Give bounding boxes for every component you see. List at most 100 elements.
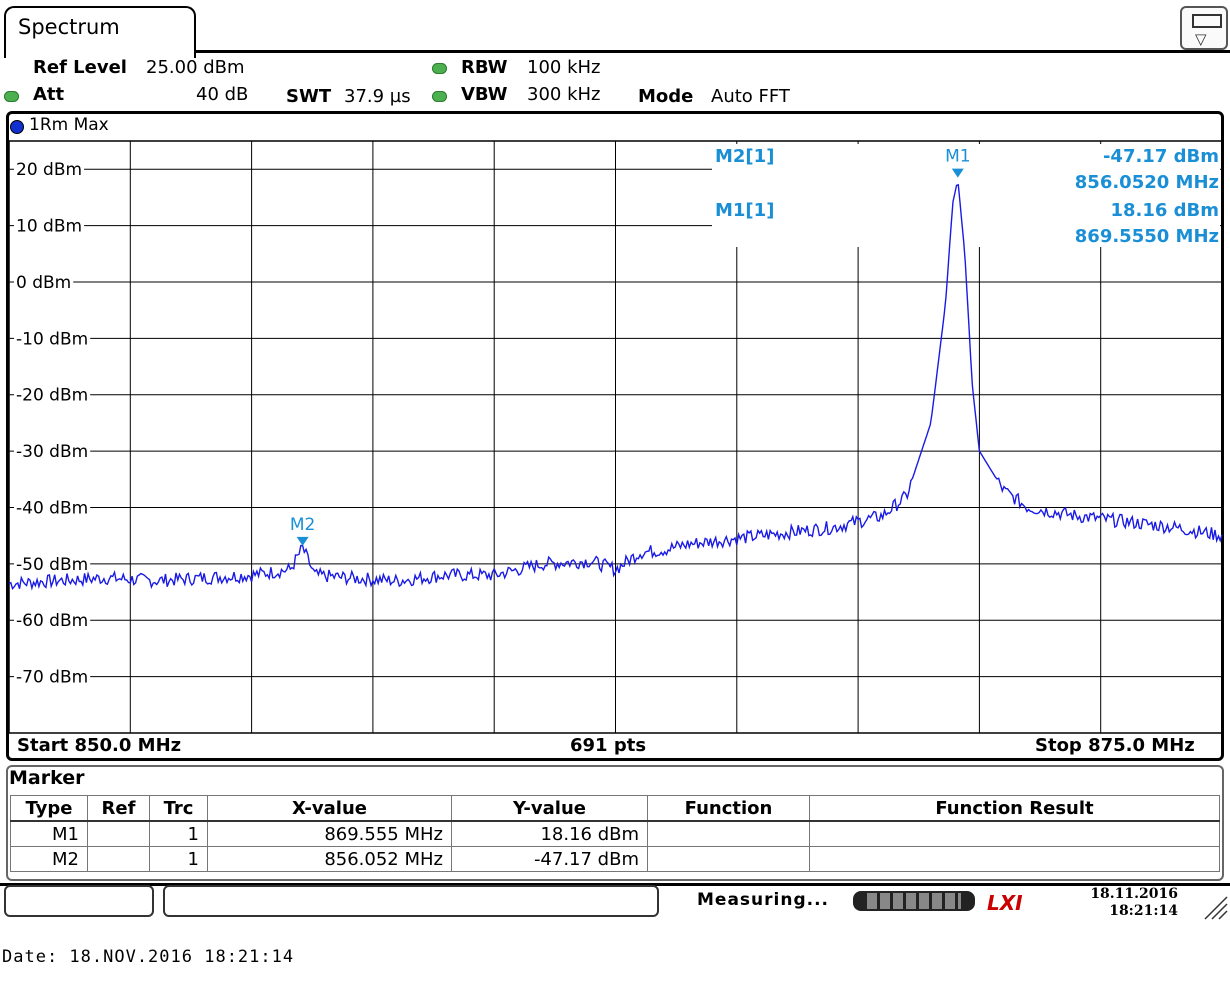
y-tick-label-background (14, 440, 91, 461)
start-frequency[interactable]: Start 850.0 MHz (17, 735, 182, 756)
marker-type: M2 (10, 846, 88, 872)
ref-level-value[interactable]: 25.00 dBm (146, 57, 245, 78)
status-field-left[interactable] (4, 885, 154, 917)
y-tick-label-background (14, 383, 91, 404)
column-header-y-value: Y-value (451, 795, 648, 822)
grid-icon (1192, 14, 1222, 28)
measuring-status: Measuring... (697, 890, 829, 910)
status-field-message[interactable] (163, 885, 659, 917)
readout-box (712, 144, 1220, 247)
column-header-function: Function (647, 795, 810, 822)
chevron-down-icon: ▽ (1195, 30, 1207, 48)
marker-ref (87, 820, 150, 847)
status-date: 18.11.2016 (1090, 886, 1178, 902)
att-label: Att (33, 84, 65, 105)
column-header-x-value: X-value (207, 795, 452, 822)
spectrum-tab[interactable] (4, 6, 196, 58)
lxi-logo-icon: LXI (987, 891, 1023, 915)
marker-type: M1 (10, 820, 88, 847)
y-tick-label-background (14, 270, 74, 291)
y-tick-label: -20 dBm (16, 386, 88, 406)
marker-function-result (809, 820, 1220, 847)
rbw-status-led (432, 63, 447, 74)
mode-label: Mode (638, 86, 694, 107)
mode-value[interactable]: Auto FFT (711, 86, 790, 107)
marker-y-value: 18.16 dBm (451, 820, 648, 847)
status-time: 18:21:14 (1109, 903, 1178, 919)
y-tick-label-background (14, 327, 91, 348)
column-header-function-result: Function Result (809, 795, 1220, 822)
y-tick-label-background (14, 496, 91, 517)
date-caption: Date: 18.NOV.2016 18:21:14 (2, 947, 295, 967)
marker-trace: 1 (149, 820, 208, 847)
marker-panel (6, 765, 1224, 881)
column-header-trc: Trc (149, 795, 208, 822)
y-tick-label: -60 dBm (16, 611, 88, 631)
y-tick-label: -10 dBm (16, 329, 88, 349)
y-tick-label: -70 dBm (16, 668, 88, 688)
marker-x-value: 869.555 MHz (207, 820, 452, 847)
readout-marker-label: M2[1] (715, 146, 774, 167)
readout-level: 18.16 dBm (1110, 200, 1219, 221)
spectrum-plot[interactable]: 20 dBm 10 dBm 0 dBm -10 dBm -20 dBm -30 dBm -4… (0, 0, 1230, 760)
ref-level-label: Ref Level (33, 57, 127, 78)
y-axis-ticks: 20 dBm 10 dBm 0 dBm -10 dBm -20 dBm -30 dBm -4… (14, 158, 91, 688)
marker-label: M2 (290, 515, 315, 535)
table-row[interactable]: M2 1 856.052 MHz -47.17 dBm (10, 846, 1220, 872)
marker-function (647, 846, 810, 872)
rbw-value[interactable]: 100 kHz (527, 57, 601, 78)
marker-ref (87, 846, 150, 872)
trace-indicator-icon (10, 120, 24, 134)
table-row[interactable]: M1 1 869.555 MHz 18.16 dBm (10, 820, 1220, 847)
column-header-type: Type (10, 795, 88, 822)
marker-x-value: 856.052 MHz (207, 846, 452, 872)
swt-value[interactable]: 37.9 µs (344, 86, 411, 107)
trace-line (8, 183, 1223, 591)
column-header-ref: Ref (87, 795, 150, 822)
status-divider (0, 883, 1230, 886)
marker-triangle-icon (951, 168, 964, 178)
y-tick-label-background (14, 609, 91, 630)
y-tick-label: -50 dBm (16, 555, 88, 575)
markers: M1 M2 (290, 147, 971, 546)
readout-level: -47.17 dBm (1103, 146, 1219, 167)
readout-marker-label: M1[1] (715, 200, 774, 221)
marker-function-result (809, 846, 1220, 872)
vbw-value[interactable]: 300 kHz (527, 84, 601, 105)
y-tick-label-background (14, 665, 91, 686)
swt-label: SWT (286, 86, 332, 107)
att-status-led (4, 91, 19, 102)
sweep-progress-bar (853, 891, 975, 911)
readout-frequency: 856.0520 MHz (1075, 172, 1219, 193)
y-tick-label: 0 dBm (16, 273, 71, 293)
y-tick-label-background (14, 552, 91, 573)
marker-triangle-icon (296, 536, 309, 546)
y-tick-label: -40 dBm (16, 498, 88, 518)
y-tick-label: -30 dBm (16, 442, 88, 462)
y-tick-label-background (14, 214, 85, 235)
vbw-status-led (432, 91, 447, 102)
trace-label[interactable]: 1Rm Max (29, 115, 109, 135)
marker-label: M1 (945, 147, 970, 167)
marker-readout: M2[1] -47.17 dBm 856.0520 MHz M1[1] 18.16 dB… (715, 146, 1219, 247)
y-tick-label: 20 dBm (16, 160, 82, 180)
resize-grip-icon[interactable] (1203, 895, 1229, 921)
marker-function (647, 820, 810, 847)
stop-frequency[interactable]: Stop 875.0 MHz (1035, 735, 1195, 756)
vbw-label: VBW (461, 84, 508, 105)
status-datetime: 18.11.2016 18:21:14 (1080, 886, 1178, 920)
marker-table: Type Ref Trc X-value Y-value Function Fu… (10, 795, 1220, 872)
marker-trace: 1 (149, 846, 208, 872)
readout-frequency: 869.5550 MHz (1075, 226, 1219, 247)
header-divider (194, 50, 1230, 53)
y-tick-label: 10 dBm (16, 217, 82, 237)
window-menu-button[interactable]: ▽ (1180, 6, 1228, 50)
rbw-label: RBW (461, 57, 508, 78)
att-value[interactable]: 40 dB (196, 84, 249, 105)
sweep-points: 691 pts (570, 735, 647, 756)
marker-panel-title: Marker (9, 767, 85, 789)
marker-readout-background (712, 144, 1220, 247)
spectrum-tab-label: Spectrum (18, 15, 120, 39)
marker-y-value: -47.17 dBm (451, 846, 648, 872)
y-tick-label-background (14, 158, 85, 179)
